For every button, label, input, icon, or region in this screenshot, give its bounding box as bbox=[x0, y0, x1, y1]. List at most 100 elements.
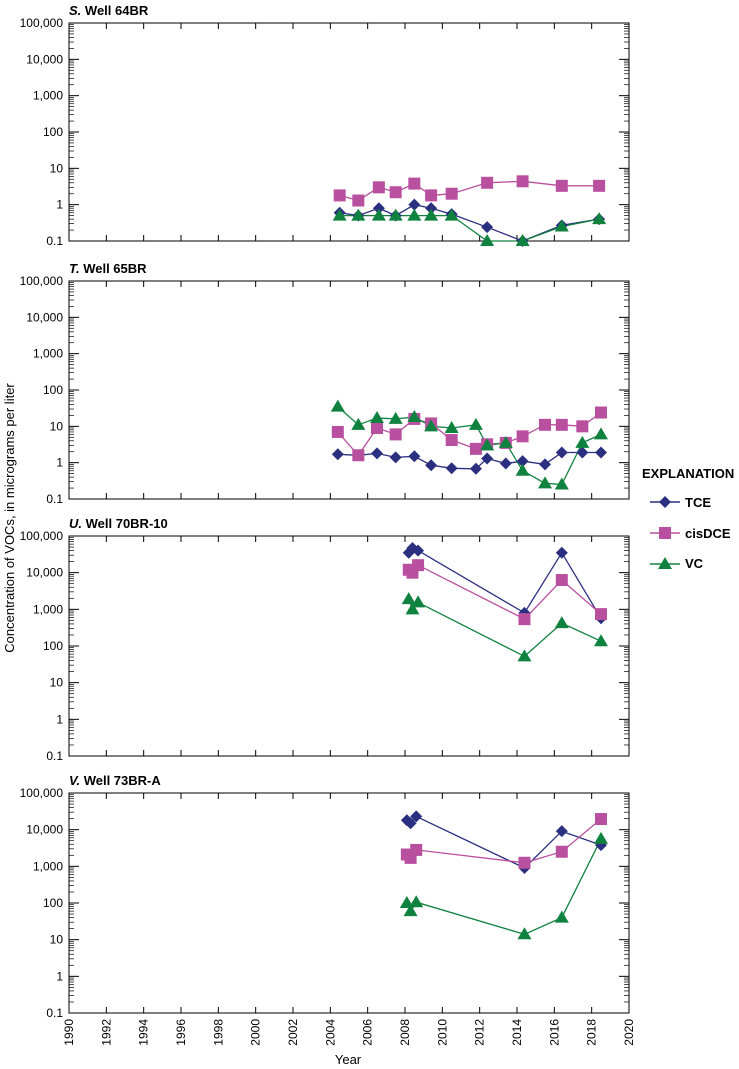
series-line-vc bbox=[408, 598, 602, 658]
series-line-vc bbox=[406, 838, 602, 935]
data-point-vc bbox=[554, 910, 569, 923]
data-point-vc bbox=[409, 895, 424, 908]
panel-name: Well 65BR bbox=[80, 261, 148, 276]
data-point-vc bbox=[388, 208, 403, 221]
x-tick-label: 1994 bbox=[137, 1019, 151, 1046]
y-tick-label: 1 bbox=[56, 969, 63, 983]
data-point-vc bbox=[517, 927, 532, 940]
y-tick-label: 10 bbox=[50, 676, 64, 690]
data-point-cisdce bbox=[389, 186, 402, 199]
data-point-cisdce bbox=[595, 608, 607, 621]
y-tick-label: 1,000 bbox=[33, 602, 63, 616]
data-point-vc bbox=[594, 831, 608, 844]
data-point-cisdce bbox=[595, 406, 607, 419]
data-point-tce bbox=[499, 457, 512, 470]
data-point-cisdce bbox=[481, 176, 494, 189]
data-point-cisdce bbox=[445, 187, 458, 200]
y-tick-label: 1 bbox=[56, 456, 63, 470]
legend-label-tce: TCE bbox=[685, 495, 711, 510]
legend: EXPLANATION TCE cisDCE VC bbox=[642, 466, 734, 571]
plot-frame bbox=[68, 22, 630, 242]
panel-letter: V. bbox=[69, 773, 80, 788]
panel-letter: T. bbox=[69, 261, 80, 276]
y-tick-label: 0.1 bbox=[46, 749, 63, 763]
y-tick-label: 1 bbox=[56, 198, 63, 212]
x-tick-label: 2004 bbox=[323, 1019, 337, 1046]
y-tick-label: 0.1 bbox=[46, 234, 63, 248]
data-point-vc bbox=[515, 234, 530, 246]
x-tick-label: 2006 bbox=[361, 1019, 375, 1046]
y-tick-label: 10,000 bbox=[26, 52, 63, 66]
data-point-cisdce bbox=[555, 179, 568, 192]
data-point-tce bbox=[410, 810, 423, 823]
legend-title: EXPLANATION bbox=[642, 466, 734, 481]
y-tick-label: 0.1 bbox=[46, 1006, 63, 1020]
data-point-cisdce bbox=[593, 179, 606, 192]
data-point-cisdce bbox=[408, 177, 421, 190]
data-point-tce bbox=[555, 825, 568, 838]
data-point-cisdce bbox=[352, 449, 365, 462]
data-point-cisdce bbox=[516, 430, 529, 443]
y-tick-label: 10,000 bbox=[26, 566, 63, 580]
data-point-cisdce bbox=[518, 856, 531, 869]
data-point-tce bbox=[404, 817, 417, 830]
x-tick-label: 2018 bbox=[585, 1019, 599, 1046]
data-point-vc bbox=[388, 411, 403, 424]
data-point-cisdce bbox=[555, 845, 568, 858]
data-point-cisdce bbox=[516, 175, 529, 188]
data-point-vc bbox=[515, 463, 530, 476]
x-tick-label: 2014 bbox=[510, 1019, 524, 1046]
panel-name: Well 73BR-A bbox=[80, 773, 161, 788]
data-point-vc bbox=[332, 208, 347, 221]
data-point-cisdce bbox=[371, 421, 383, 434]
data-point-tce bbox=[408, 450, 421, 463]
panel-title: V. Well 73BR-A bbox=[69, 773, 161, 788]
legend-marker-vc bbox=[658, 557, 672, 569]
x-tick-label: 2020 bbox=[622, 1019, 636, 1046]
data-point-vc bbox=[407, 410, 422, 423]
data-point-cisdce bbox=[576, 420, 589, 433]
y-tick-label: 10 bbox=[50, 933, 64, 947]
series-line-cisdce bbox=[408, 564, 602, 620]
data-point-cisdce bbox=[410, 843, 423, 856]
data-point-vc bbox=[575, 435, 590, 448]
data-point-vc bbox=[554, 219, 569, 232]
data-point-cisdce bbox=[372, 181, 385, 194]
x-tick-label: 1992 bbox=[99, 1019, 113, 1046]
x-tick-label: 2012 bbox=[473, 1019, 487, 1046]
data-point-tce bbox=[412, 544, 425, 557]
data-point-cisdce bbox=[539, 418, 551, 431]
series-line-tce bbox=[408, 547, 602, 619]
panel-s: S. Well 64BR 0.1 1 10 100 1,000 10,000 100,000 bbox=[20, 3, 630, 248]
y-tick-label: 10,000 bbox=[26, 310, 63, 324]
data-point-vc bbox=[517, 649, 532, 662]
data-point-tce bbox=[331, 448, 344, 461]
y-tick-label: 100,000 bbox=[20, 529, 64, 543]
data-point-tce bbox=[372, 202, 385, 215]
data-point-tce bbox=[371, 447, 383, 460]
x-tick-label: 1998 bbox=[211, 1019, 225, 1046]
data-point-cisdce bbox=[595, 813, 607, 826]
y-tick-label: 1,000 bbox=[33, 859, 63, 873]
panel-v: V. Well 73BR-A 1990 1992 1994 1996 1998 2000 20… bbox=[20, 773, 636, 1046]
data-point-cisdce bbox=[469, 442, 482, 455]
panel-name: Well 70BR-10 bbox=[82, 516, 168, 531]
legend-label-vc: VC bbox=[685, 556, 704, 571]
panel-title: U. Well 70BR-10 bbox=[69, 516, 168, 531]
y-tick-label: 100 bbox=[43, 125, 63, 139]
plot-frame bbox=[68, 792, 630, 1014]
data-point-vc bbox=[444, 208, 459, 221]
data-point-cisdce bbox=[555, 418, 568, 431]
data-point-tce bbox=[516, 455, 529, 468]
data-point-vc bbox=[468, 417, 483, 430]
y-tick-label: 1,000 bbox=[33, 347, 63, 361]
y-tick-label: 100 bbox=[43, 896, 63, 910]
data-point-tce bbox=[445, 462, 458, 475]
data-point-vc bbox=[538, 476, 552, 489]
data-point-vc bbox=[444, 420, 459, 433]
panel-t: T. Well 65BR 0.1 1 10 100 1,000 10,000 100,000 bbox=[20, 261, 630, 506]
y-axis-label: Concentration of VOCs, in micrograms per… bbox=[2, 383, 17, 653]
y-tick-label: 100,000 bbox=[20, 16, 64, 30]
data-point-tce bbox=[555, 546, 568, 559]
